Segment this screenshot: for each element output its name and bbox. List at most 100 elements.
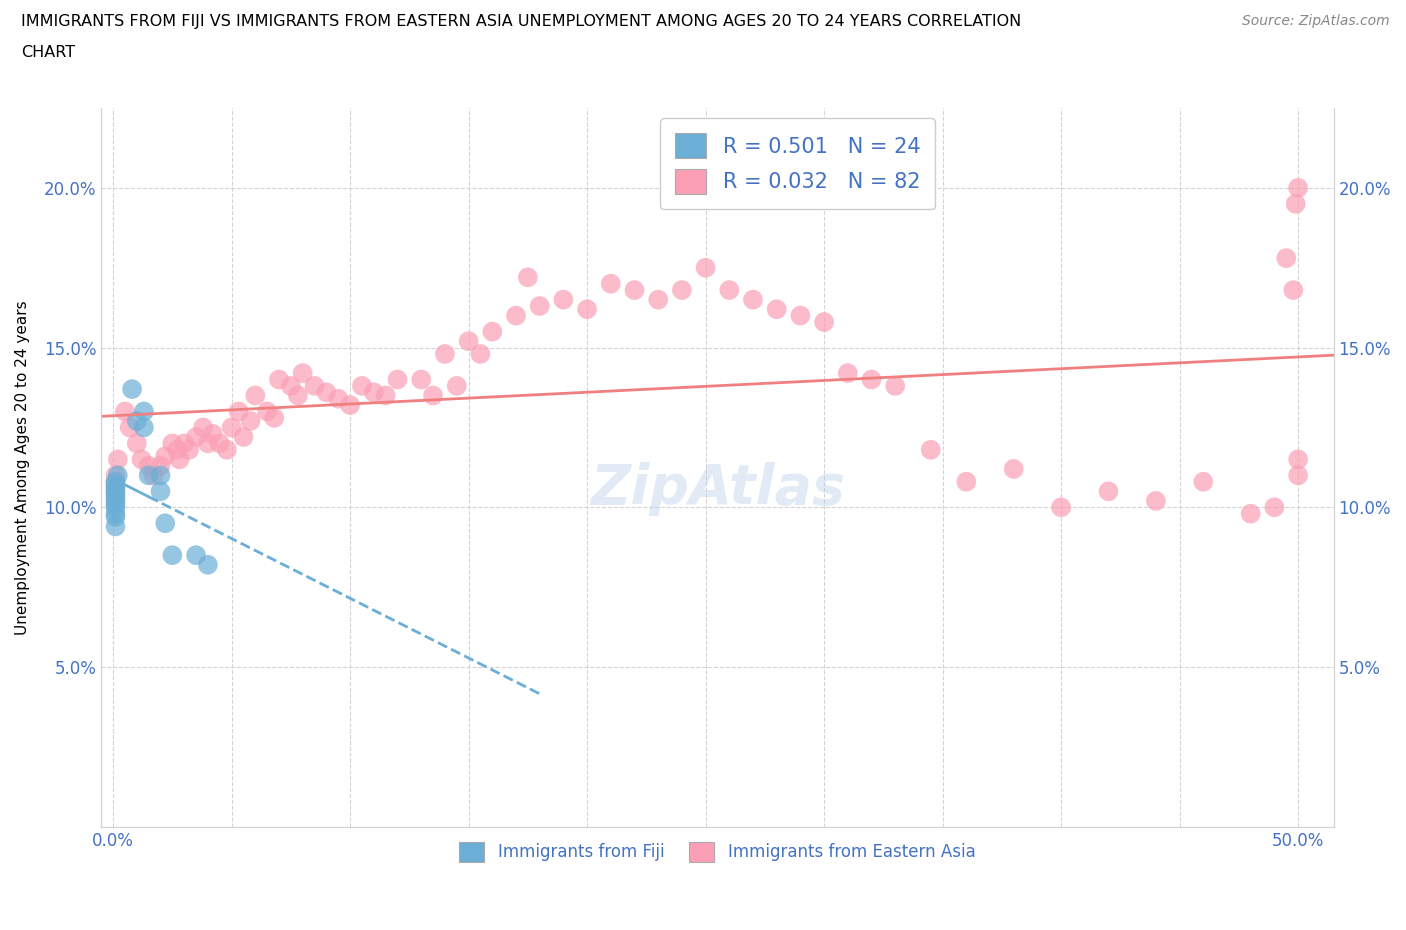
Point <box>623 283 645 298</box>
Point <box>104 487 127 502</box>
Point <box>433 347 456 362</box>
Point <box>363 385 385 400</box>
Point <box>114 404 136 418</box>
Point <box>742 292 765 307</box>
Point <box>125 436 148 451</box>
Point <box>287 388 309 403</box>
Point <box>215 443 238 458</box>
Point <box>104 494 127 509</box>
Point <box>291 365 314 380</box>
Point <box>1263 499 1285 514</box>
Point <box>104 474 127 489</box>
Point <box>411 372 433 387</box>
Point <box>1286 180 1309 195</box>
Point <box>374 388 396 403</box>
Point <box>860 372 883 387</box>
Point <box>765 302 787 317</box>
Point <box>245 388 267 403</box>
Point <box>104 499 127 514</box>
Point <box>1275 251 1298 266</box>
Point <box>263 410 285 425</box>
Point <box>104 484 127 498</box>
Point <box>1286 452 1309 467</box>
Point <box>166 443 188 458</box>
Point <box>553 292 575 307</box>
Point <box>239 414 262 429</box>
Point <box>228 404 250 418</box>
Point <box>104 474 127 489</box>
Point <box>1050 499 1073 514</box>
Point <box>149 458 172 473</box>
Point <box>516 270 538 285</box>
Point <box>184 548 207 563</box>
Point <box>470 347 492 362</box>
Point <box>104 481 127 496</box>
Point <box>197 436 219 451</box>
Point <box>1286 468 1309 483</box>
Point <box>132 420 155 435</box>
Point <box>920 443 942 458</box>
Point <box>576 302 599 317</box>
Point <box>197 557 219 572</box>
Point <box>387 372 409 387</box>
Point <box>671 283 693 298</box>
Point <box>256 404 278 418</box>
Point <box>149 484 172 498</box>
Point <box>104 484 127 498</box>
Point <box>132 404 155 418</box>
Point <box>446 379 468 393</box>
Point <box>695 260 717 275</box>
Point <box>315 385 337 400</box>
Point <box>162 436 184 451</box>
Point <box>267 372 290 387</box>
Point <box>138 458 160 473</box>
Point <box>118 420 141 435</box>
Point <box>104 490 127 505</box>
Point <box>789 308 811 323</box>
Point <box>177 443 200 458</box>
Point <box>599 276 621 291</box>
Point <box>884 379 907 393</box>
Point <box>837 365 859 380</box>
Point <box>107 468 129 483</box>
Point <box>184 430 207 445</box>
Point <box>718 283 741 298</box>
Text: IMMIGRANTS FROM FIJI VS IMMIGRANTS FROM EASTERN ASIA UNEMPLOYMENT AMONG AGES 20 : IMMIGRANTS FROM FIJI VS IMMIGRANTS FROM … <box>21 14 1021 29</box>
Point <box>457 334 479 349</box>
Point <box>201 426 224 441</box>
Point <box>280 379 302 393</box>
Point <box>1240 506 1263 521</box>
Point <box>221 420 243 435</box>
Point <box>208 436 231 451</box>
Point <box>529 299 551 313</box>
Point <box>104 510 127 525</box>
Point <box>955 474 977 489</box>
Point <box>104 497 127 512</box>
Point <box>505 308 527 323</box>
Point <box>155 516 177 531</box>
Point <box>191 420 214 435</box>
Text: Source: ZipAtlas.com: Source: ZipAtlas.com <box>1241 14 1389 28</box>
Point <box>104 519 127 534</box>
Point <box>138 468 160 483</box>
Point <box>104 468 127 483</box>
Point <box>1282 283 1305 298</box>
Point <box>350 379 373 393</box>
Point <box>173 436 195 451</box>
Point <box>647 292 669 307</box>
Point <box>121 381 143 396</box>
Point <box>304 379 326 393</box>
Point <box>328 392 350 406</box>
Point <box>1002 461 1025 476</box>
Point <box>104 477 127 492</box>
Point <box>481 325 503 339</box>
Point <box>149 468 172 483</box>
Point <box>169 452 191 467</box>
Point <box>142 468 165 483</box>
Point <box>232 430 254 445</box>
Point <box>339 398 361 413</box>
Point <box>107 452 129 467</box>
Point <box>125 414 148 429</box>
Point <box>155 449 177 464</box>
Point <box>104 506 127 521</box>
